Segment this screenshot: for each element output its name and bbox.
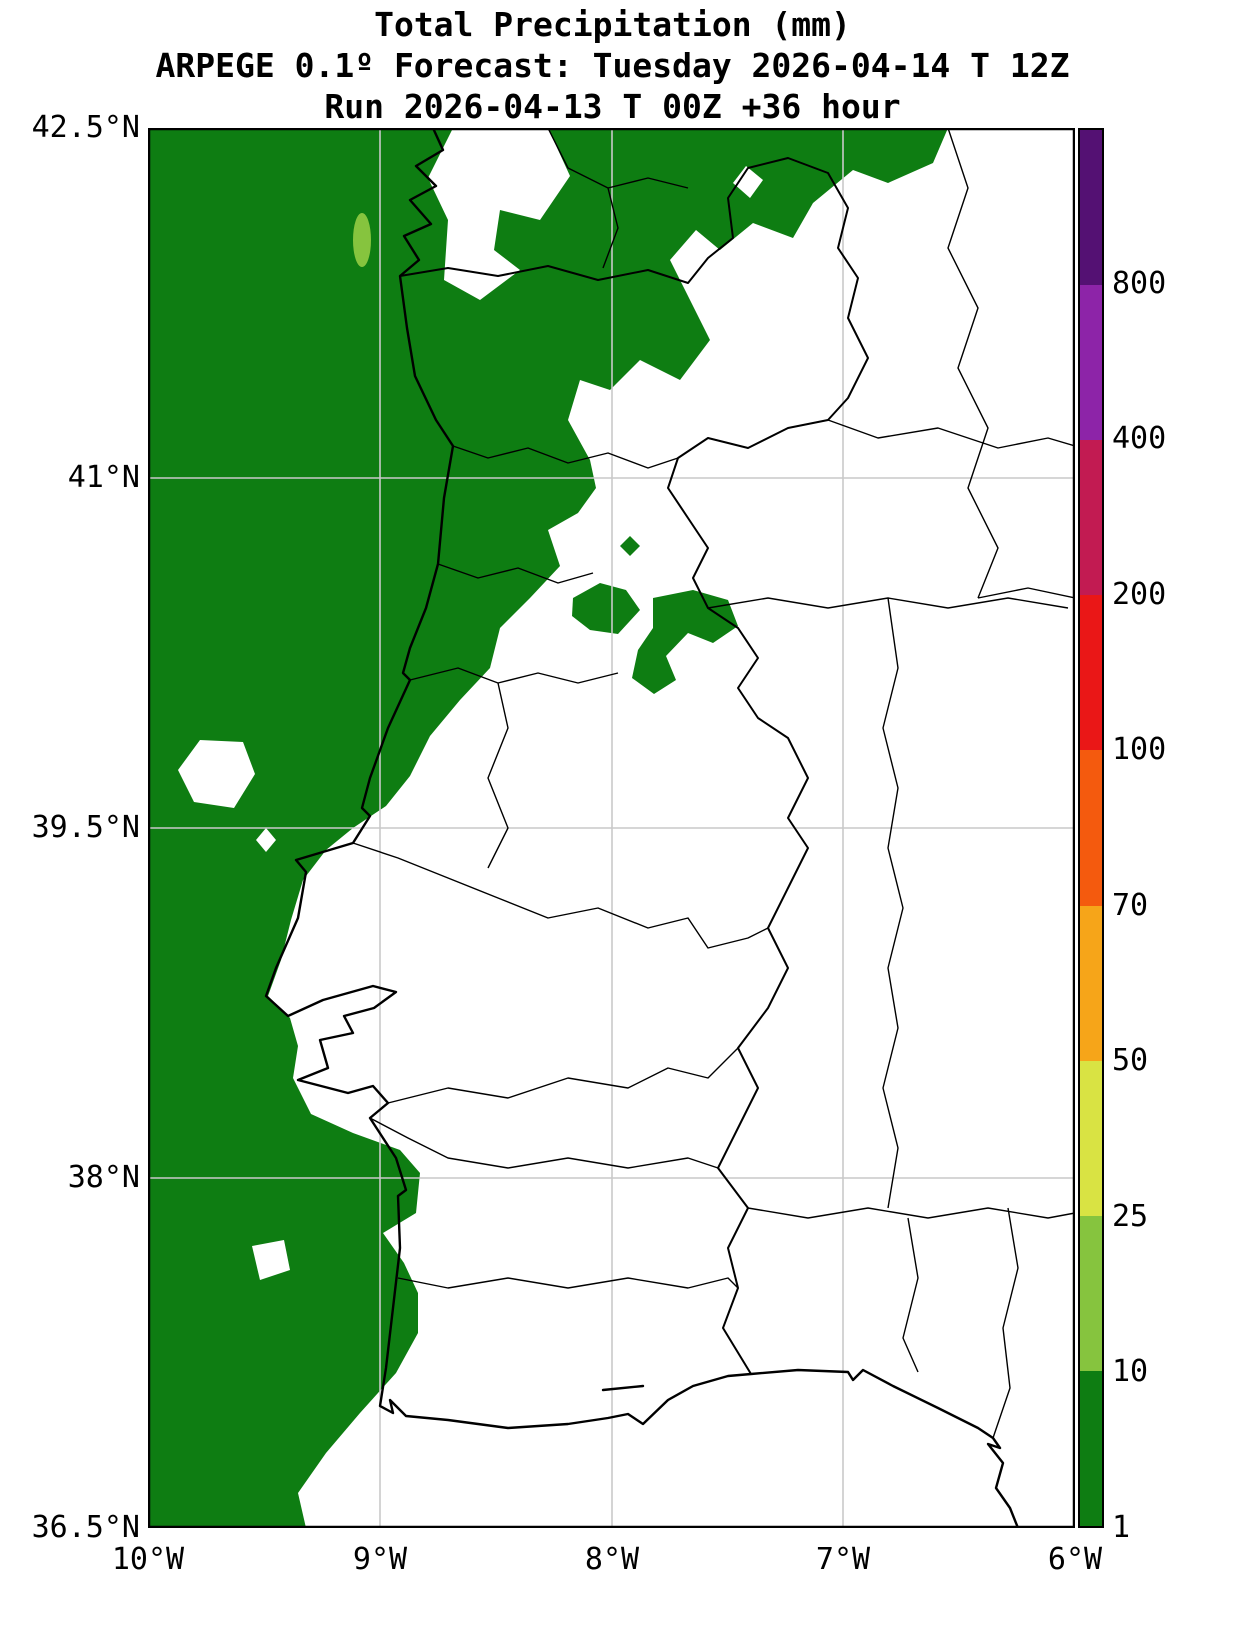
chart-title: Total Precipitation (mm) [374,5,851,44]
portugal-spain-border [399,157,869,1375]
colorbar-tick-70: 70 [1112,888,1149,923]
dry-hole-north-small [733,166,763,198]
colorbar-tick-1: 1 [1112,1510,1131,1545]
lon-tick-10w: 10°W [111,1542,185,1577]
district-boundary-setubal-evora [387,1047,739,1104]
colorbar-segment-800+ [1080,130,1102,286]
coastline-ria-formosa [601,1384,645,1392]
colorbar [1078,128,1104,1528]
coastline [264,128,1020,1528]
district-boundary-alentejo [369,1117,719,1169]
district-boundary-extremadura [707,597,1069,1209]
district-boundary-galicia [547,128,689,269]
district-boundary-douro [452,445,679,469]
lat-tick-36-5n: 36.5°N [31,1510,140,1545]
plot-frame [148,128,1075,1528]
colorbar-tick-400: 400 [1112,421,1167,456]
colorbar-tick-100: 100 [1112,732,1167,767]
colorbar-segment-100-200 [1080,595,1102,751]
colorbar-segment-400-800 [1080,285,1102,441]
district-boundary-spain-nw [827,128,1075,599]
colorbar-tick-25: 25 [1112,1199,1149,1234]
colorbar-segment-10-25 [1080,1215,1102,1371]
precip-patch-small-diamond [620,536,640,556]
chart-subtitle: ARPEGE 0.1º Forecast: Tuesday 2026-04-14… [155,46,1070,85]
lon-tick-8w: 8°W [584,1542,640,1577]
precip-patch-inland-hook [632,590,738,694]
precip-patch-inland-west [572,583,640,634]
colorbar-segment-25-50 [1080,1060,1102,1216]
district-boundary-algarve [397,1277,739,1289]
lon-tick-7w: 7°W [815,1542,871,1577]
colorbar-segment-200-400 [1080,440,1102,596]
lat-tick-42-5n: 42.5°N [31,110,140,145]
colorbar-segment-1-10 [1080,1370,1102,1526]
colorbar-segment-70-100 [1080,750,1102,906]
precipitation-map [148,128,1075,1528]
precip-cell-10-25mm [353,213,371,267]
lat-tick-41n: 41°N [67,460,140,495]
colorbar-tick-200: 200 [1112,577,1167,612]
dry-hole-ocean-small [256,828,276,852]
lat-tick-38n: 38°N [67,1160,140,1195]
district-boundary-central [487,682,509,869]
colorbar-tick-800: 800 [1112,266,1167,301]
district-boundary-coimbra [409,667,619,684]
chart-run-info: Run 2026-04-13 T 00Z +36 hour [324,87,901,126]
dry-hole-galicia-coast [428,128,570,300]
district-boundary-tagus [352,842,769,949]
lon-tick-9w: 9°W [352,1542,408,1577]
district-boundary-aveiro [437,563,594,584]
colorbar-tick-10: 10 [1112,1354,1149,1389]
dry-hole-ocean [178,740,255,808]
chart-title-block: Total Precipitation (mm) ARPEGE 0.1º For… [0,4,1225,127]
dry-hole-south [252,1240,290,1280]
lon-tick-6w: 6°W [1047,1542,1103,1577]
district-boundary-andalusia [747,1207,1075,1439]
lat-tick-39-5n: 39.5°N [31,810,140,845]
colorbar-segment-50-70 [1080,905,1102,1061]
colorbar-tick-50: 50 [1112,1043,1149,1078]
